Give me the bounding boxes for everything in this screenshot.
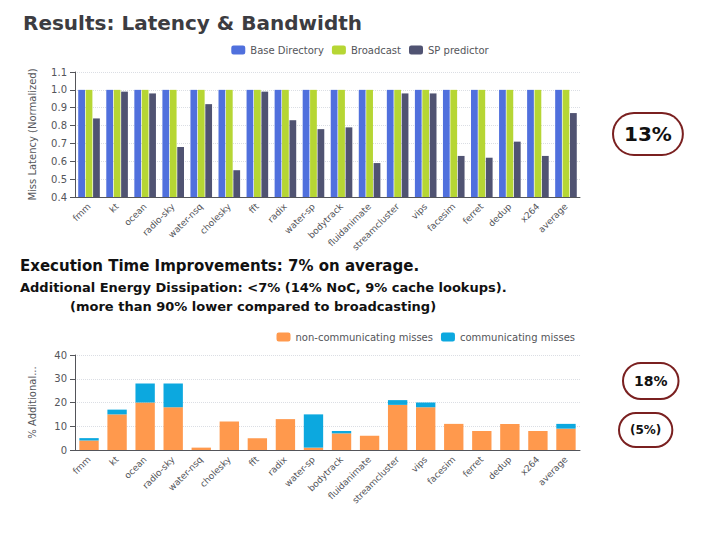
svg-text:ferret: ferret [461, 201, 486, 226]
svg-text:water-sp: water-sp [282, 201, 317, 236]
svg-text:x264: x264 [518, 454, 541, 477]
svg-text:average: average [536, 201, 569, 234]
svg-text:0.4: 0.4 [51, 192, 67, 203]
svg-text:Base Directory: Base Directory [250, 45, 324, 56]
svg-text:(5%): (5%) [630, 423, 661, 437]
svg-text:water-nsq: water-nsq [166, 454, 204, 492]
svg-text:Additional Energy Dissipation:: Additional Energy Dissipation: <7% (14% … [20, 280, 507, 295]
svg-text:30: 30 [54, 373, 67, 384]
svg-text:0.9: 0.9 [51, 102, 67, 113]
svg-text:kt: kt [107, 454, 121, 468]
svg-text:vips: vips [409, 201, 429, 221]
svg-text:cholesky: cholesky [198, 201, 233, 236]
svg-text:fluidanimate: fluidanimate [326, 454, 374, 502]
svg-text:dedup: dedup [486, 201, 513, 228]
svg-text:0.8: 0.8 [51, 120, 67, 131]
svg-text:fft: fft [247, 454, 261, 468]
svg-text:20: 20 [54, 397, 67, 408]
svg-text:10: 10 [54, 421, 67, 432]
svg-text:0.5: 0.5 [51, 174, 67, 185]
svg-text:facesim: facesim [425, 201, 457, 233]
svg-text:communicating misses: communicating misses [460, 332, 575, 343]
svg-text:x264: x264 [518, 201, 541, 224]
svg-text:water-nsq: water-nsq [166, 201, 204, 239]
svg-text:0.7: 0.7 [51, 138, 67, 149]
svg-text:fluidanimate: fluidanimate [326, 201, 374, 249]
svg-text:1.0: 1.0 [51, 84, 67, 95]
svg-text:streamcluster: streamcluster [350, 454, 401, 505]
svg-text:Miss Latency (Normalized): Miss Latency (Normalized) [27, 68, 38, 200]
svg-text:radio-sky: radio-sky [140, 454, 177, 491]
svg-text:fmm: fmm [71, 201, 93, 223]
svg-text:Broadcast: Broadcast [351, 45, 401, 56]
svg-text:(more than 90% lower compared: (more than 90% lower compared to broadca… [70, 299, 436, 314]
svg-text:40: 40 [54, 350, 67, 361]
svg-text:non-communicating misses: non-communicating misses [296, 332, 433, 343]
svg-text:ferret: ferret [461, 454, 486, 479]
svg-text:radio-sky: radio-sky [140, 201, 177, 238]
svg-text:0: 0 [61, 445, 67, 456]
svg-text:1.1: 1.1 [51, 67, 67, 78]
svg-text:cholesky: cholesky [198, 454, 233, 489]
svg-text:vips: vips [409, 454, 429, 474]
svg-text:Execution Time Improvements: 7: Execution Time Improvements: 7% on avera… [20, 257, 419, 275]
svg-text:fft: fft [247, 201, 261, 215]
svg-text:water-sp: water-sp [282, 454, 317, 489]
svg-text:% Additional...: % Additional... [27, 366, 38, 438]
svg-text:18%: 18% [634, 373, 668, 389]
svg-text:radix: radix [266, 454, 290, 478]
svg-text:Results: Latency & Bandwidth: Results: Latency & Bandwidth [23, 11, 362, 35]
svg-text:ocean: ocean [122, 454, 148, 480]
svg-text:kt: kt [107, 201, 121, 215]
svg-text:bodytrack: bodytrack [306, 454, 346, 494]
svg-text:streamcluster: streamcluster [350, 201, 401, 252]
svg-text:facesim: facesim [425, 454, 457, 486]
svg-text:dedup: dedup [486, 454, 513, 481]
svg-text:bodytrack: bodytrack [306, 201, 346, 241]
svg-text:13%: 13% [624, 122, 672, 146]
svg-text:average: average [536, 454, 569, 487]
svg-text:0.6: 0.6 [51, 156, 67, 167]
svg-text:radix: radix [266, 201, 290, 225]
svg-text:fmm: fmm [71, 454, 93, 476]
svg-text:SP predictor: SP predictor [428, 45, 490, 56]
svg-text:ocean: ocean [122, 201, 148, 227]
